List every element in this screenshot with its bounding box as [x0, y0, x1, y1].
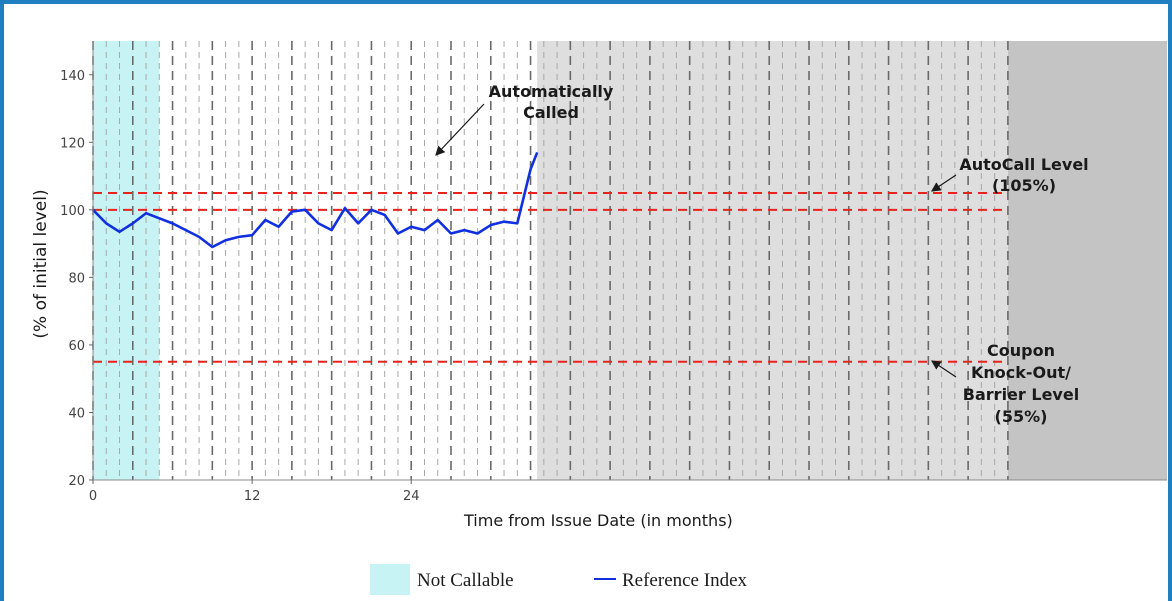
y-tick-label-140: 140 — [60, 69, 85, 84]
legend-label-reference-index: Reference Index — [622, 570, 748, 591]
legend-label-not-callable: Not Callable — [417, 570, 514, 591]
chart-annotations: Automatically Called AutoCall Level (105%) C… — [435, 82, 1089, 426]
annotation-autocall-level-line-1: (105%) — [992, 176, 1056, 195]
y-tick-label-120: 120 — [60, 136, 85, 151]
line-chart: 20 40 60 80 100 120 140 0 12 24 Automatically Call… — [31, 41, 1167, 595]
annotation-barrier-level-line-1: Knock-Out/ — [971, 363, 1071, 382]
annotation-barrier-level-line-2: Barrier Level — [963, 385, 1079, 404]
arrow-autocall-level — [931, 174, 957, 192]
annotation-barrier-level-line-3: (55%) — [995, 407, 1048, 426]
y-tick-label-20: 20 — [68, 474, 85, 489]
x-tick-label-24: 24 — [403, 489, 420, 504]
series-lines — [92, 151, 539, 249]
arrow-barrier-level — [931, 360, 957, 378]
annotation-auto-called-line-1: Called — [523, 103, 579, 122]
region-after-maturity — [1007, 41, 1167, 480]
series-line-reference-index — [92, 151, 539, 249]
y-tick-label-60: 60 — [68, 339, 85, 354]
arrow-auto-called — [435, 103, 485, 156]
level-lines — [93, 191, 1008, 363]
y-tick-label-100: 100 — [60, 204, 85, 219]
y-tick-label-40: 40 — [68, 406, 85, 421]
x-tick-label-12: 12 — [244, 489, 261, 504]
chart-grid — [92, 41, 1009, 480]
annotation-barrier-level-line-0: Coupon — [987, 341, 1055, 360]
chart-background — [93, 41, 1167, 480]
x-axis-label: Time from Issue Date (in months) — [463, 511, 733, 530]
legend-swatch-not-callable — [370, 564, 410, 595]
y-axis-label: (% of initial level) — [31, 189, 51, 338]
annotation-autocall-level-line-0: AutoCall Level — [959, 155, 1088, 174]
region-after-call — [537, 41, 1008, 480]
x-tick-label-0: 0 — [89, 489, 97, 504]
y-tick-label-80: 80 — [68, 271, 85, 286]
region-not-callable — [93, 41, 160, 480]
annotation-auto-called-line-0: Automatically — [489, 82, 614, 101]
legend: Not Callable Reference Index — [370, 564, 748, 595]
chart-axes: 20 40 60 80 100 120 140 0 12 24 — [60, 41, 1167, 504]
